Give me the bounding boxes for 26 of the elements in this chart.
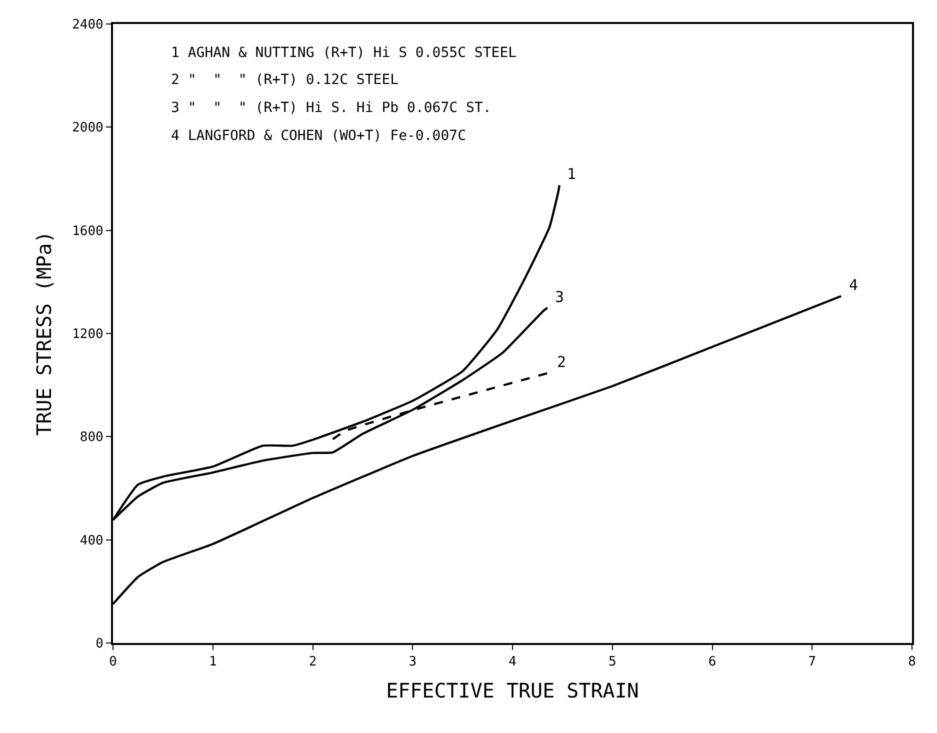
y-tick-label: 1200: [72, 327, 104, 342]
annotation: 4: [849, 276, 858, 294]
y-tick-label: 2000: [72, 120, 104, 136]
y-tick-label: 800: [80, 430, 104, 446]
x-tick-label: 7: [808, 654, 816, 670]
annotation: 1 AGHAN & NUTTING (R+T) Hi S 0.055C STEEL: [171, 45, 517, 61]
x-tick-label: 6: [708, 654, 716, 670]
x-tick-label: 8: [908, 654, 916, 670]
x-tick-label: 2: [308, 654, 317, 670]
annotation: 1: [567, 165, 576, 183]
annotation: 2: [557, 353, 566, 371]
annotation: 3 " " " (R+T) Hi S. Hi Pb 0.067C ST.: [171, 100, 492, 116]
y-tick-label: 1600: [72, 224, 104, 239]
x-tick-label: 4: [508, 654, 517, 670]
x-axis-title: EFFECTIVE TRUE STRAIN: [386, 678, 639, 703]
y-tick-label: 0: [96, 636, 104, 652]
x-tick-label: 1: [208, 654, 217, 670]
x-tick-label: 0: [109, 654, 117, 670]
y-axis-title: TRUE STRESS (MPa): [32, 231, 56, 436]
annotation: 2 " " " (R+T) 0.12C STEEL: [171, 72, 399, 88]
y-tick-label: 400: [80, 533, 104, 548]
annotation: 4 LANGFORD & COHEN (WO+T) Fe-0.007C: [171, 128, 466, 144]
annotation: 3: [555, 288, 564, 306]
y-tick-label: 2400: [72, 18, 104, 33]
x-tick-label: 3: [408, 654, 417, 670]
x-tick-label: 5: [608, 654, 616, 670]
